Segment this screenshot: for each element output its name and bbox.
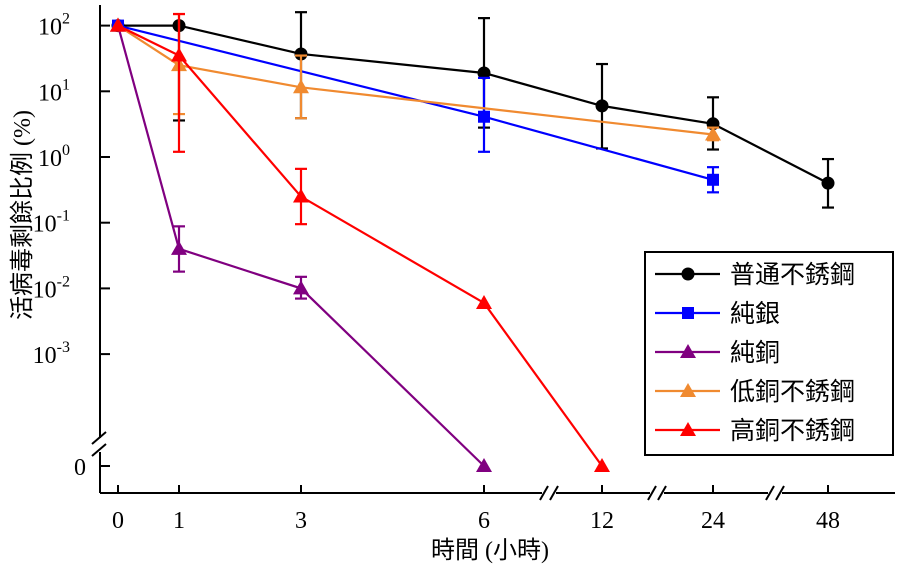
data-point	[595, 99, 609, 113]
x-tick-label: 12	[590, 508, 614, 534]
series-3	[110, 12, 721, 142]
data-point	[293, 280, 309, 295]
axes	[91, 5, 895, 501]
x-tick-label: 6	[478, 508, 490, 534]
series-line	[118, 24, 829, 185]
y-tick-label: 10-1	[33, 208, 70, 238]
data-point	[477, 66, 491, 80]
x-axis-break	[765, 485, 785, 501]
series-line	[116, 25, 485, 467]
y-tick-label: 10-3	[33, 339, 70, 369]
data-point	[110, 17, 126, 32]
data-point	[171, 240, 187, 255]
x-axis-break	[647, 485, 667, 501]
series-4	[110, 12, 610, 472]
data-point	[293, 79, 309, 94]
x-axis-break	[539, 485, 559, 501]
series-line	[117, 24, 714, 136]
y-tick-label: 102	[38, 11, 70, 41]
data-point	[478, 110, 490, 123]
data-point	[705, 126, 721, 141]
series-layer	[110, 11, 835, 472]
data-point	[821, 176, 835, 190]
legend-label: 高銅不銹鋼	[730, 417, 855, 445]
y-tick-label: 10-2	[33, 273, 70, 303]
legend-label: 純銅	[730, 339, 780, 367]
y-tick-label: 100	[38, 142, 70, 172]
legend-marker	[680, 422, 696, 436]
series-line	[117, 24, 714, 181]
data-point	[171, 47, 187, 62]
x-tick-label: 24	[701, 508, 725, 534]
tick-labels: 0 1 3 6 12 24 48 102 101 100 10-1 10-2 10-3 0	[33, 11, 840, 534]
legend-marker	[681, 267, 695, 281]
y-tick-label: 101	[38, 76, 70, 106]
series-1	[112, 19, 719, 194]
data-point	[294, 47, 308, 61]
data-point	[293, 188, 309, 203]
data-point	[594, 458, 610, 472]
series-line	[117, 24, 603, 467]
legend-label: 純銀	[730, 300, 780, 328]
legend-marker	[680, 344, 696, 358]
series-0	[111, 11, 835, 209]
x-axis-label: 時間 (小時)	[431, 537, 549, 564]
y-axis-break	[91, 431, 107, 457]
data-point	[707, 173, 719, 186]
x-tick-label: 3	[295, 508, 307, 534]
data-point	[476, 294, 492, 309]
x-tick-label: 48	[816, 508, 840, 534]
y-tick-label: 0	[74, 455, 86, 481]
legend-marker	[682, 307, 694, 319]
x-tick-label: 0	[112, 508, 124, 534]
legend-label: 普通不銹鋼	[730, 261, 855, 289]
x-tick-label: 1	[173, 508, 185, 534]
legend-marker	[680, 383, 696, 397]
y-axis-label: 活病毒剩餘比例 (%)	[9, 110, 36, 320]
data-point	[476, 458, 492, 472]
legend-label: 低銅不銹鋼	[730, 378, 855, 406]
